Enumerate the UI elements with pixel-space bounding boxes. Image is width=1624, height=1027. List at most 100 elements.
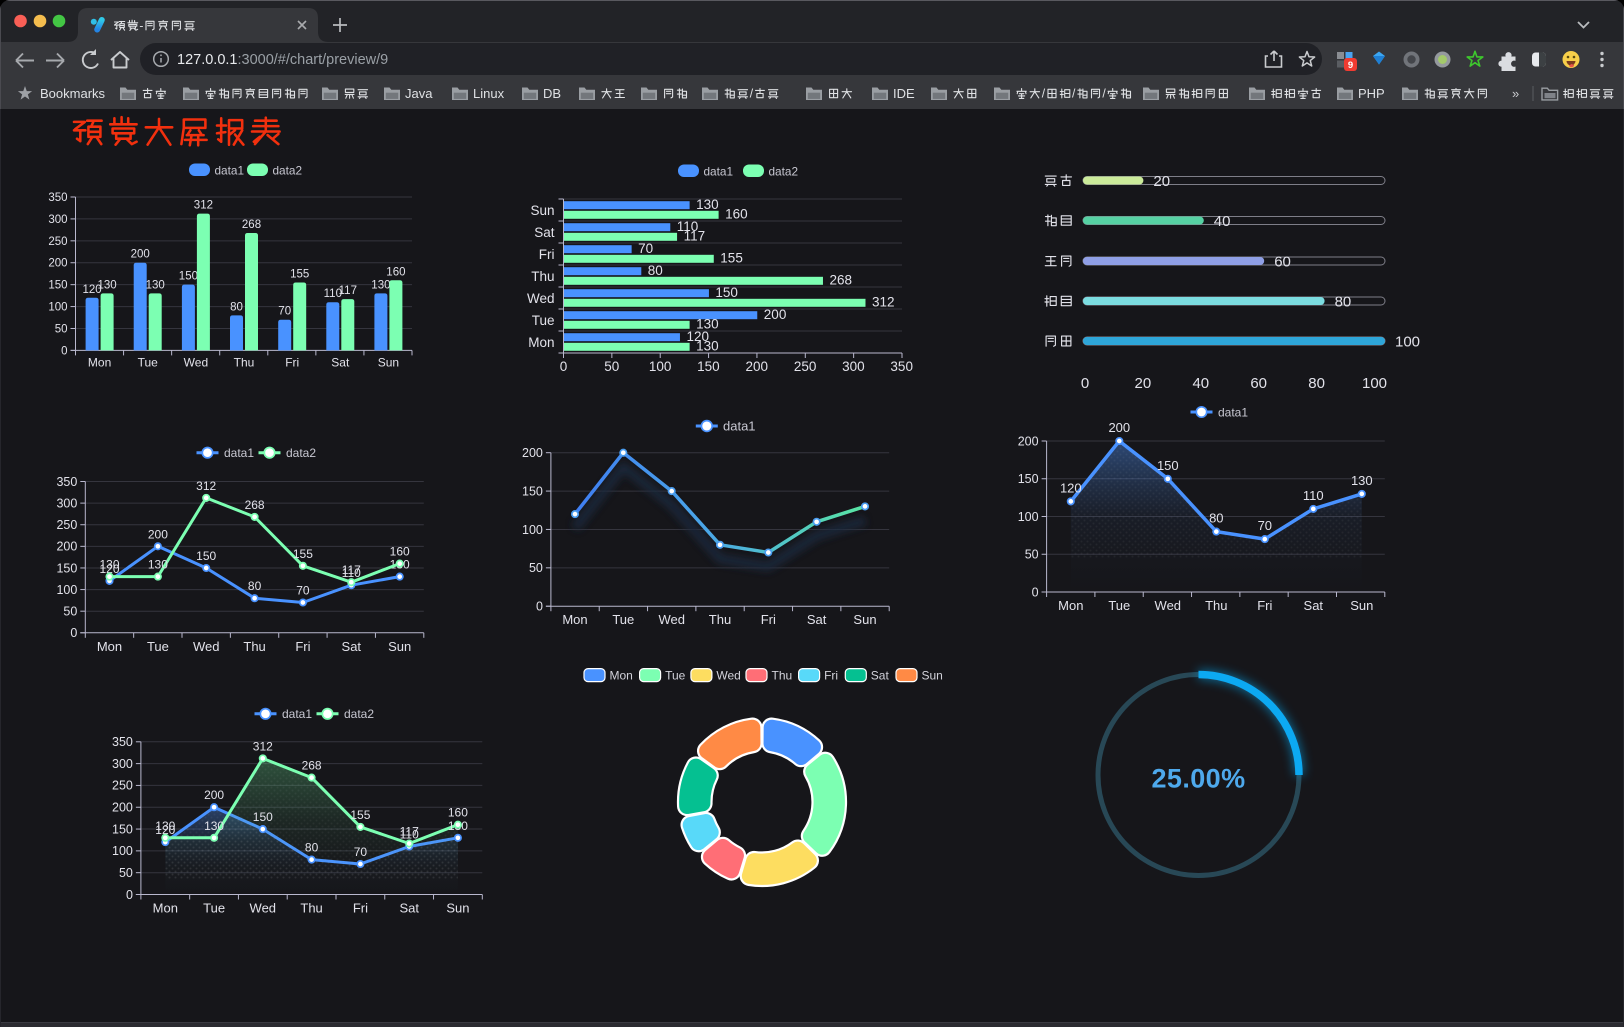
svg-text:130: 130 <box>99 558 119 572</box>
svg-text:Tue: Tue <box>612 612 634 627</box>
svg-text:Sun: Sun <box>388 639 411 654</box>
svg-text:300: 300 <box>112 757 133 771</box>
svg-text:Wed: Wed <box>250 901 277 916</box>
svg-text:data1: data1 <box>704 164 734 178</box>
svg-text:150: 150 <box>715 285 738 300</box>
svg-text:200: 200 <box>746 359 769 374</box>
svg-text:200: 200 <box>56 540 77 554</box>
svg-text:117: 117 <box>342 563 361 577</box>
svg-text:80: 80 <box>305 841 319 855</box>
svg-text:80: 80 <box>1308 375 1325 392</box>
svg-text:80: 80 <box>1209 511 1223 526</box>
svg-text:155: 155 <box>293 547 313 561</box>
svg-text:350: 350 <box>890 359 913 374</box>
svg-text:150: 150 <box>253 810 273 824</box>
svg-text:0: 0 <box>1081 375 1089 392</box>
svg-text:150: 150 <box>1018 472 1039 486</box>
svg-text:200: 200 <box>48 258 67 270</box>
svg-text:312: 312 <box>872 295 895 310</box>
svg-text:data1: data1 <box>723 419 756 434</box>
svg-text:/: / <box>1042 87 1046 101</box>
svg-text:130: 130 <box>98 279 117 291</box>
svg-text:130: 130 <box>148 558 168 572</box>
svg-text:Fri: Fri <box>1257 598 1272 613</box>
svg-text:200: 200 <box>522 446 543 460</box>
svg-text:110: 110 <box>342 566 361 580</box>
svg-text:Mon: Mon <box>562 612 587 627</box>
svg-text:130: 130 <box>696 197 719 212</box>
svg-text:IDE: IDE <box>893 86 915 101</box>
svg-text:70: 70 <box>296 584 310 598</box>
svg-text:100: 100 <box>522 523 543 537</box>
svg-text:40: 40 <box>1214 213 1231 230</box>
svg-text:data1: data1 <box>215 163 245 177</box>
svg-text:250: 250 <box>112 779 133 793</box>
svg-text:268: 268 <box>830 273 853 288</box>
svg-text:80: 80 <box>648 263 663 278</box>
svg-text:200: 200 <box>204 788 224 802</box>
svg-text:Fri: Fri <box>285 355 299 369</box>
svg-text:/: / <box>1072 87 1076 101</box>
svg-text:200: 200 <box>1108 420 1130 435</box>
svg-text:70: 70 <box>354 845 368 859</box>
svg-text:Sat: Sat <box>342 639 362 654</box>
svg-text:Tue: Tue <box>138 355 159 369</box>
svg-text:Fri: Fri <box>761 612 776 627</box>
svg-text:300: 300 <box>48 214 67 226</box>
svg-text:70: 70 <box>1258 518 1272 533</box>
svg-text:Sun: Sun <box>446 901 469 916</box>
svg-text:Sat: Sat <box>807 612 827 627</box>
svg-text:Linux: Linux <box>473 86 505 101</box>
svg-text:130: 130 <box>1351 473 1373 488</box>
svg-text:60: 60 <box>1274 254 1291 271</box>
svg-text:312: 312 <box>196 479 216 493</box>
svg-text:Thu: Thu <box>709 612 731 627</box>
svg-text:100: 100 <box>1395 334 1420 351</box>
svg-text:250: 250 <box>794 359 817 374</box>
svg-text:100: 100 <box>1362 375 1387 392</box>
svg-text:50: 50 <box>1025 548 1039 562</box>
svg-text:117: 117 <box>400 825 419 839</box>
svg-text:PHP: PHP <box>1358 86 1385 101</box>
svg-text:Sun: Sun <box>922 669 943 683</box>
svg-text:Thu: Thu <box>300 901 322 916</box>
svg-text:Wed: Wed <box>1155 598 1182 613</box>
svg-text:80: 80 <box>230 301 243 313</box>
svg-text:100: 100 <box>56 583 77 597</box>
svg-text:0: 0 <box>1032 585 1039 599</box>
svg-text:data2: data2 <box>273 163 303 177</box>
svg-text:70: 70 <box>278 306 291 318</box>
svg-text:Wed: Wed <box>184 355 208 369</box>
svg-text:50: 50 <box>604 359 619 374</box>
svg-text:data1: data1 <box>1218 405 1248 419</box>
svg-text:60: 60 <box>1250 375 1267 392</box>
svg-text:Wed: Wed <box>193 639 220 654</box>
svg-text:120: 120 <box>687 329 710 344</box>
svg-text:268: 268 <box>302 759 322 773</box>
svg-text:110: 110 <box>1303 488 1324 503</box>
svg-text:Sat: Sat <box>871 669 890 683</box>
svg-text:Mon: Mon <box>153 901 178 916</box>
svg-text:268: 268 <box>245 498 265 512</box>
svg-text:/: / <box>750 87 754 101</box>
svg-text:155: 155 <box>350 808 370 822</box>
svg-text:150: 150 <box>112 822 133 836</box>
svg-text:200: 200 <box>131 249 150 261</box>
svg-text:250: 250 <box>48 236 67 248</box>
svg-text:268: 268 <box>242 219 261 231</box>
svg-text:50: 50 <box>55 324 68 336</box>
svg-text:data1: data1 <box>282 707 312 721</box>
svg-text:160: 160 <box>725 207 748 222</box>
svg-text:Wed: Wed <box>716 669 740 683</box>
svg-text:Sat: Sat <box>1304 598 1324 613</box>
svg-text:150: 150 <box>179 271 198 283</box>
svg-text:350: 350 <box>112 735 133 749</box>
svg-text:130: 130 <box>146 279 165 291</box>
svg-text:Tue: Tue <box>147 639 169 654</box>
svg-text:Sat: Sat <box>534 225 555 240</box>
svg-text:»: » <box>1512 86 1519 101</box>
svg-text:120: 120 <box>1060 480 1082 495</box>
svg-text:Thu: Thu <box>243 639 265 654</box>
svg-text:130: 130 <box>696 339 719 354</box>
svg-text:120: 120 <box>99 562 119 576</box>
